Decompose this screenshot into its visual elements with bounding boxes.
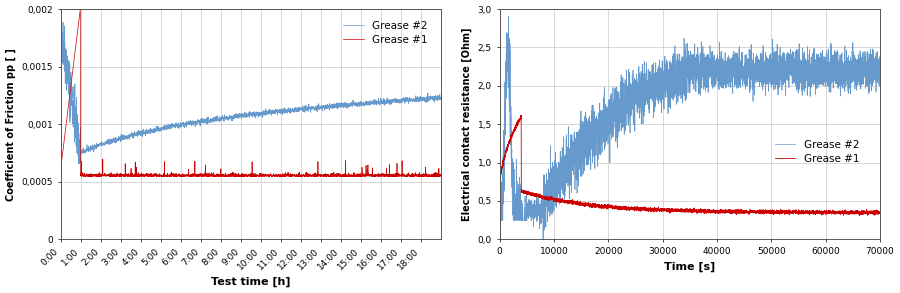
Grease #2 bbox=[563, 150, 574, 153]
Line: Grease #2: Grease #2 bbox=[60, 8, 441, 164]
Legend: Grease #2, Grease #1: Grease #2, Grease #1 bbox=[770, 136, 863, 168]
Grease #2 bbox=[74, 162, 85, 166]
Line: Grease #1: Grease #1 bbox=[500, 115, 880, 215]
Grease #2 bbox=[56, 6, 67, 9]
Grease #2 bbox=[122, 136, 132, 139]
Grease #1 bbox=[387, 173, 398, 177]
Grease #1 bbox=[75, 7, 86, 11]
Grease #1 bbox=[723, 210, 734, 214]
Grease #2 bbox=[218, 116, 229, 119]
Grease #1 bbox=[436, 173, 446, 176]
Grease #2 bbox=[202, 120, 212, 123]
Grease #1 bbox=[742, 211, 752, 214]
Grease #1 bbox=[516, 114, 526, 117]
X-axis label: Test time [h]: Test time [h] bbox=[211, 277, 291, 287]
Grease #1 bbox=[854, 214, 865, 217]
Grease #2 bbox=[537, 238, 548, 241]
Y-axis label: Electrical contact resistance [Ohm]: Electrical contact resistance [Ohm] bbox=[462, 28, 472, 221]
Grease #1 bbox=[807, 209, 818, 213]
Line: Grease #2: Grease #2 bbox=[500, 17, 880, 239]
Grease #1 bbox=[218, 173, 229, 177]
Y-axis label: Coefficient of Friction pp [ ]: Coefficient of Friction pp [ ] bbox=[5, 48, 16, 201]
Grease #1 bbox=[428, 174, 439, 178]
Grease #2 bbox=[436, 96, 446, 100]
Grease #1 bbox=[122, 172, 132, 176]
Grease #1 bbox=[202, 175, 212, 178]
Grease #1 bbox=[778, 211, 789, 214]
Grease #2 bbox=[723, 71, 734, 75]
Grease #2 bbox=[807, 72, 818, 76]
Line: Grease #1: Grease #1 bbox=[60, 9, 441, 177]
Grease #2 bbox=[387, 97, 398, 101]
Grease #2 bbox=[503, 15, 514, 18]
Grease #1 bbox=[55, 168, 66, 172]
X-axis label: Time [s]: Time [s] bbox=[664, 262, 716, 272]
Grease #2 bbox=[55, 18, 66, 21]
Legend: Grease #2, Grease #1: Grease #2, Grease #1 bbox=[339, 17, 432, 49]
Grease #2 bbox=[494, 218, 505, 222]
Grease #1 bbox=[99, 173, 110, 177]
Grease #2 bbox=[428, 96, 439, 99]
Grease #1 bbox=[494, 191, 505, 195]
Grease #2 bbox=[742, 67, 752, 71]
Grease #1 bbox=[875, 211, 886, 214]
Grease #2 bbox=[640, 101, 651, 105]
Grease #1 bbox=[640, 209, 651, 212]
Grease #2 bbox=[99, 142, 110, 146]
Grease #1 bbox=[563, 200, 574, 204]
Grease #2 bbox=[778, 59, 789, 63]
Grease #2 bbox=[875, 67, 886, 71]
Grease #1 bbox=[114, 175, 125, 178]
